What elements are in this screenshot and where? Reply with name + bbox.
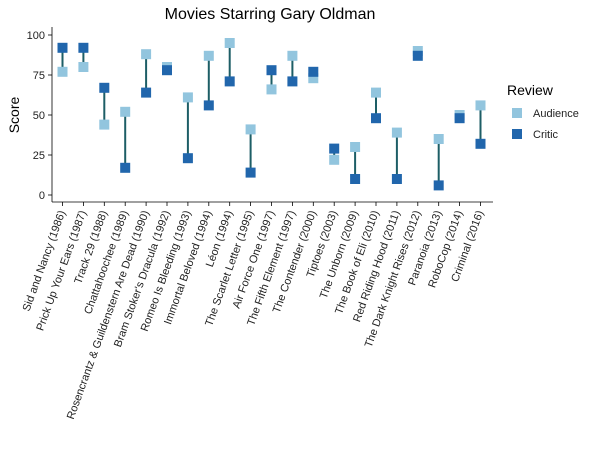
- y-tick-label: 100: [27, 30, 45, 42]
- critic-point: [412, 50, 423, 61]
- audience-point: [433, 134, 444, 144]
- audience-point: [120, 106, 131, 117]
- audience-point: [78, 62, 89, 72]
- y-tick-label: 0: [39, 190, 45, 202]
- critic-point: [203, 100, 214, 111]
- critic-point: [433, 180, 444, 191]
- audience-point: [245, 124, 256, 135]
- y-ticks: 0 25 50 75 100: [27, 30, 52, 202]
- legend-title: Review: [507, 82, 554, 98]
- legend-entries: Audience Critic: [512, 108, 579, 141]
- critic-point: [99, 82, 110, 93]
- legend-label-audience: Audience: [533, 108, 579, 120]
- audience-point: [287, 50, 298, 61]
- legend-label-critic: Critic: [533, 129, 559, 141]
- critic-point: [162, 65, 172, 76]
- audience-point: [329, 154, 340, 165]
- audience-point: [308, 73, 319, 84]
- audience-point: [371, 87, 381, 98]
- chart-title: Movies Starring Gary Oldman: [165, 6, 376, 23]
- critic-point: [120, 162, 131, 173]
- plot-area: 0 25 50 75 100 Sid and Nancy (1986)Prick Up …: [21, 27, 493, 421]
- critic-point: [371, 113, 381, 124]
- critic-point: [182, 153, 193, 164]
- legend-key-critic: [512, 129, 522, 139]
- audience-point: [266, 84, 277, 95]
- audience-point: [182, 92, 193, 103]
- audience-point: [350, 142, 361, 152]
- critic-point: [475, 138, 486, 149]
- critic-point: [329, 143, 340, 154]
- critic-point: [57, 42, 68, 53]
- audience-point: [99, 119, 110, 130]
- critic-point: [266, 65, 277, 76]
- audience-point: [57, 66, 68, 77]
- y-axis-label: Score: [6, 97, 22, 134]
- y-tick-label: 25: [33, 150, 45, 162]
- y-tick-label: 50: [33, 110, 45, 122]
- audience-point: [224, 38, 235, 48]
- critic-point: [350, 174, 361, 184]
- legend-key-audience: [512, 108, 522, 118]
- audience-point: [391, 127, 402, 138]
- critic-point: [141, 87, 152, 98]
- points: [57, 38, 486, 191]
- critic-point: [78, 42, 89, 53]
- critic-point: [287, 76, 298, 87]
- critic-point: [454, 113, 465, 124]
- critic-point: [308, 66, 319, 77]
- critic-point: [245, 167, 256, 178]
- critic-point: [391, 174, 402, 184]
- audience-point: [475, 100, 486, 111]
- x-ticks: Sid and Nancy (1986)Prick Up Your Ears (…: [21, 202, 486, 421]
- legend: Review Audience Critic: [507, 82, 579, 141]
- audience-point: [203, 50, 214, 61]
- audience-point: [141, 49, 152, 60]
- y-tick-label: 75: [33, 70, 45, 82]
- critic-point: [224, 76, 235, 87]
